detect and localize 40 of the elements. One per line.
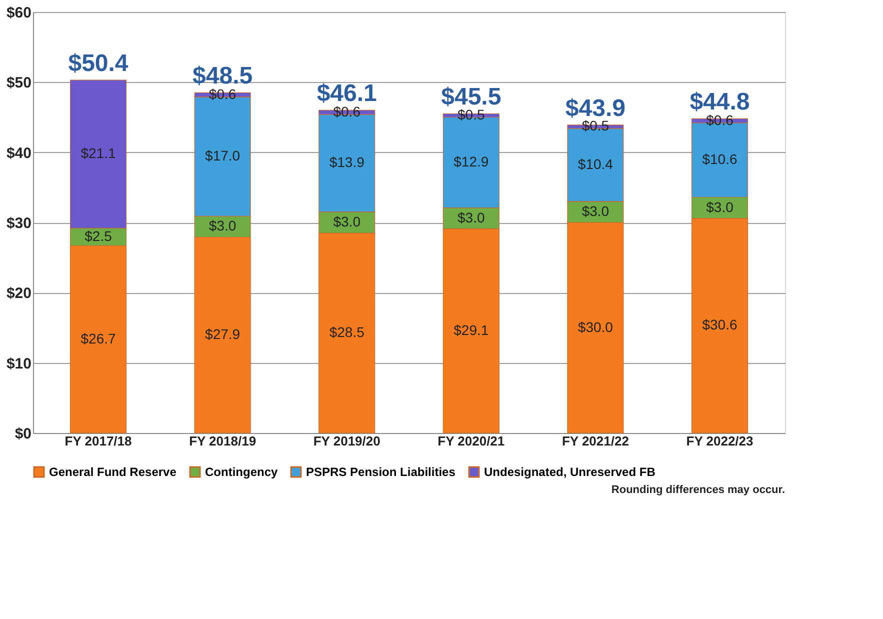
y-tick-label: $0 — [14, 426, 32, 442]
data-label: $3.0 — [208, 218, 236, 234]
y-tick-label: $20 — [6, 285, 32, 302]
data-label: $26.7 — [80, 330, 116, 346]
data-label: $21.1 — [80, 145, 116, 162]
data-label: $3.0 — [458, 209, 485, 226]
x-tick-label: FY 2017/18 — [64, 434, 132, 448]
data-label: $12.9 — [454, 154, 489, 170]
x-tick-label: FY 2020/21 — [438, 434, 505, 448]
y-tick-label: $60 — [6, 4, 32, 22]
y-tick-label: $40 — [6, 144, 32, 162]
text: Rounding differences may occur. — [611, 484, 785, 496]
data-label: $13.9 — [329, 154, 365, 170]
data-label: $27.9 — [205, 326, 240, 342]
legend-label: General Fund Reserve — [49, 465, 177, 479]
data-label: $30.6 — [702, 316, 738, 333]
legend-label: Undesignated, Unreserved FB — [484, 465, 656, 479]
data-label: $10.6 — [702, 151, 738, 168]
data-label: $10.4 — [578, 156, 614, 172]
legend-label: PSPRS Pension Liabilities — [306, 465, 456, 479]
data-label: $17.0 — [205, 148, 240, 164]
data-label: $2.5 — [84, 228, 112, 244]
total-label: $48.5 — [192, 62, 253, 90]
legend-label: Contingency — [205, 465, 278, 479]
x-tick-label: FY 2019/20 — [313, 434, 380, 448]
data-label: $3.0 — [706, 198, 734, 215]
total-label: $50.4 — [68, 50, 129, 78]
total-label: $46.1 — [316, 80, 377, 108]
y-tick-label: $30 — [6, 215, 32, 232]
x-tick-label: FY 2022/23 — [686, 434, 754, 448]
data-label: $29.1 — [454, 322, 489, 338]
data-label: $3.0 — [582, 202, 610, 219]
data-label: $3.0 — [333, 214, 361, 230]
data-label: $30.0 — [578, 318, 614, 335]
data-label: $28.5 — [329, 324, 365, 340]
y-tick-label: $50 — [6, 74, 32, 92]
x-tick-label: FY 2021/22 — [562, 434, 629, 448]
x-tick-label: FY 2018/19 — [189, 434, 256, 448]
y-tick-label: $10 — [6, 355, 32, 372]
total-label: $44.8 — [690, 88, 750, 116]
